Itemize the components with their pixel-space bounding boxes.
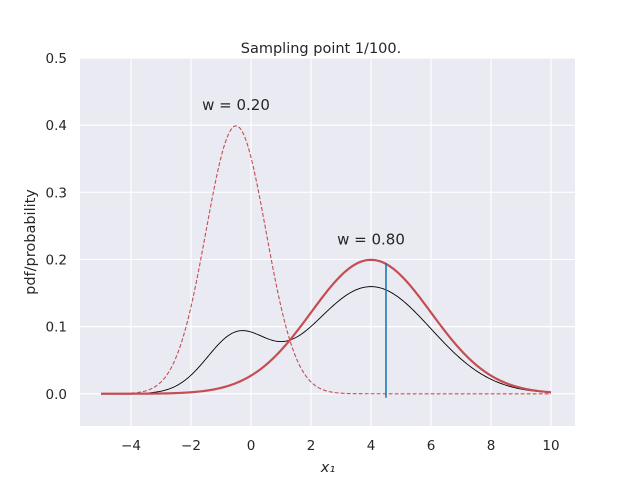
x-tick-label: 10: [542, 438, 559, 454]
x-tick-label: 4: [367, 438, 376, 454]
annotation-w-component-2: w = 0.80: [337, 230, 405, 248]
component-2-curve: [101, 258, 552, 395]
x-tick-label: 2: [307, 438, 316, 454]
curves: [100, 125, 552, 398]
x-tick-label: −4: [121, 438, 141, 454]
x-tick-label: 8: [487, 438, 496, 454]
y-axis-label: pdf/probability: [23, 189, 39, 295]
y-tick-label: 0.0: [46, 387, 67, 403]
y-tick-label: 0.3: [46, 185, 67, 201]
grid: [80, 57, 575, 426]
x-tick-label: 0: [247, 438, 256, 454]
y-tick-label: 0.4: [46, 118, 67, 134]
x-tick-label: 6: [427, 438, 436, 454]
y-tick-label: 0.1: [46, 320, 67, 336]
y-tick-label: 0.5: [46, 51, 67, 67]
plot-background: [80, 58, 575, 426]
x-axis-label: x₁: [320, 460, 336, 476]
mixture-curve: [101, 286, 552, 395]
x-tick-label: −2: [181, 438, 201, 454]
chart-title: Sampling point 1/100.: [241, 41, 401, 57]
component-1-curve: [100, 125, 551, 395]
y-tick-label: 0.2: [46, 252, 67, 268]
annotation-w-component-1: w = 0.20: [202, 96, 270, 114]
ticks: −4 −2 0 2 4 6 8 10 0.0 0.1 0.2 0.3 0.4 0.5: [46, 51, 560, 454]
